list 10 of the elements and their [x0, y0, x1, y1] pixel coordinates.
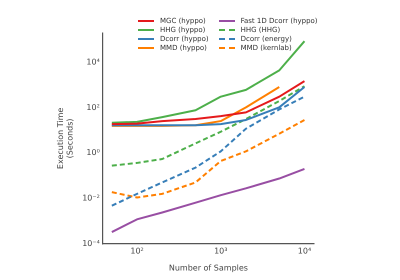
y-axis-title: Execution Time (Seconds) — [56, 108, 74, 170]
x-tick-label: 10⁴ — [298, 246, 312, 256]
y-tick-label: 10⁰ — [86, 148, 100, 158]
y-tick-label: 10⁴ — [86, 58, 100, 67]
y-tick-label: 10⁻² — [82, 194, 100, 203]
x-axis-title: Number of Samples — [168, 263, 248, 272]
y-tick-label: 10² — [86, 102, 100, 112]
x-tick-label: 10³ — [214, 246, 228, 256]
y-tick-label: 10⁻⁴ — [82, 238, 100, 248]
x-tick-label: 10² — [130, 246, 144, 256]
